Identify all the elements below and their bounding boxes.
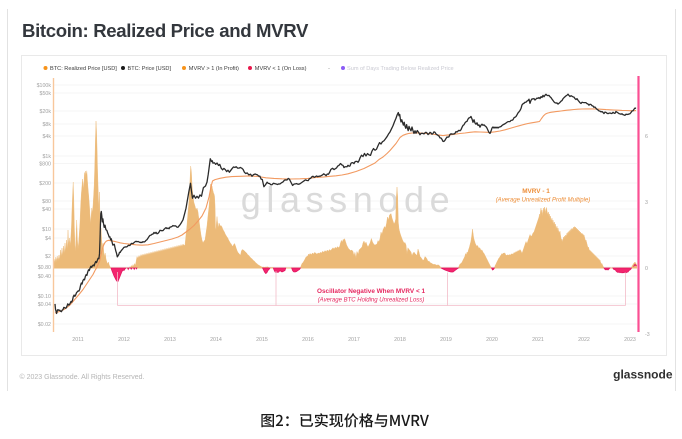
svg-text:2021: 2021 <box>532 337 544 343</box>
svg-text:2019: 2019 <box>440 337 452 343</box>
svg-text:$0.10: $0.10 <box>38 294 51 300</box>
svg-text:$0.02: $0.02 <box>38 322 51 328</box>
svg-text:2017: 2017 <box>348 337 360 343</box>
svg-text:6: 6 <box>645 134 648 140</box>
svg-text:2023: 2023 <box>624 337 636 343</box>
svg-text:$40: $40 <box>42 207 51 213</box>
svg-text:BTC: Realized Price [USD]: BTC: Realized Price [USD] <box>50 66 117 72</box>
svg-text:Sum of Days Trading Below Real: Sum of Days Trading Below Realized Price <box>347 66 454 72</box>
svg-text:2022: 2022 <box>578 337 590 343</box>
svg-text:2015: 2015 <box>256 337 268 343</box>
svg-text:(Average Unrealized Profit Mul: (Average Unrealized Profit Multiple) <box>496 198 591 204</box>
svg-text:glassnode: glassnode <box>241 179 456 220</box>
svg-text:2020: 2020 <box>486 337 498 343</box>
svg-text:Bitcoin: Realized Price and MV: Bitcoin: Realized Price and MVRV <box>22 20 309 41</box>
svg-text:MVRV > 1 (In Profit): MVRV > 1 (In Profit) <box>189 66 239 72</box>
svg-text:MVRV - 1: MVRV - 1 <box>522 188 550 195</box>
svg-text:2013: 2013 <box>164 337 176 343</box>
svg-text:$1k: $1k <box>42 154 51 160</box>
svg-text:$10: $10 <box>42 227 51 233</box>
svg-text:MVRV < 1 (On Loss): MVRV < 1 (On Loss) <box>255 66 307 72</box>
svg-text:$100k: $100k <box>37 83 52 89</box>
svg-text:2012: 2012 <box>118 337 130 343</box>
svg-text:$0.40: $0.40 <box>38 274 51 280</box>
svg-text:$800: $800 <box>39 162 51 168</box>
svg-text:$20k: $20k <box>40 109 52 115</box>
svg-text:$4: $4 <box>45 236 51 242</box>
svg-text:2018: 2018 <box>394 337 406 343</box>
svg-text:glassnode: glassnode <box>613 368 673 382</box>
svg-text:2014: 2014 <box>210 337 222 343</box>
svg-text:2011: 2011 <box>72 337 83 343</box>
svg-text:-3: -3 <box>645 332 650 338</box>
svg-text:$0.80: $0.80 <box>38 265 51 271</box>
svg-text:$80: $80 <box>42 199 51 205</box>
svg-text:2016: 2016 <box>302 337 314 343</box>
svg-text:(Average BTC Holding Unrealize: (Average BTC Holding Unrealized Loss) <box>318 298 425 304</box>
svg-text:0: 0 <box>645 266 648 272</box>
svg-text:$50k: $50k <box>40 91 52 97</box>
svg-text:$2: $2 <box>45 254 51 260</box>
svg-text:© 2023 Glassnode. All Rights R: © 2023 Glassnode. All Rights Reserved. <box>20 373 145 381</box>
svg-text:$8k: $8k <box>42 122 51 128</box>
svg-text:$4k: $4k <box>42 134 51 140</box>
svg-text:$200: $200 <box>39 181 51 187</box>
svg-text:$0.04: $0.04 <box>38 302 51 308</box>
svg-text:Oscillator Negative When MVRV: Oscillator Negative When MVRV < 1 <box>317 288 425 295</box>
svg-text:-: - <box>328 66 330 72</box>
svg-text:3: 3 <box>645 200 648 206</box>
svg-text:BTC: Price [USD]: BTC: Price [USD] <box>128 66 172 72</box>
